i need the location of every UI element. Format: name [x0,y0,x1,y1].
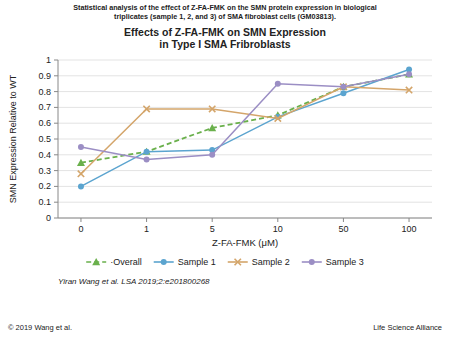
x-tick-label: 10 [273,224,283,234]
y-tick-label: 0.3 [38,166,51,176]
y-tick-label: 0.9 [38,71,51,81]
axes: 00.10.20.30.40.50.60.70.80.910151050100 [38,55,432,234]
legend-marker [92,258,100,265]
y-tick [54,91,58,92]
x-tick-label: 100 [402,224,417,234]
legend-label: Sample 3 [326,257,364,267]
legend-label: Sample 1 [178,257,216,267]
grid-line [58,123,432,124]
point [78,183,84,189]
grid-line [58,107,432,108]
y-tick-label: 0.6 [38,118,51,128]
x-tick [409,218,410,222]
x-tick [146,218,147,222]
point [209,106,215,112]
y-tick [54,139,58,140]
point [208,124,216,131]
point [405,70,413,77]
chart: Statistical analysis of the effect of Z-… [0,0,450,338]
y-tick [54,186,58,187]
legend: ·Overall Sample 1 Sample 2 Sample 3 [86,257,364,267]
title: Effects of Z-FA-FMK on SMN Expressionin … [124,26,326,50]
legend-item: Sample 3 [302,257,364,267]
legend-label: ·Overall [110,257,142,267]
line [81,74,409,159]
grid-line [58,170,432,171]
y-tick [54,154,58,155]
point [275,115,281,121]
y-tick-label: 0.4 [38,150,51,160]
point [406,71,412,77]
y-tick-label: 0.1 [38,197,51,207]
y-tick [54,202,58,203]
grid-line [58,186,432,187]
y-tick [54,75,58,76]
x-tick-label: 5 [210,224,215,234]
x-tick [80,218,81,222]
point [406,87,412,93]
series [77,70,413,166]
y-tick [54,60,58,61]
point [340,84,346,90]
point [77,159,85,166]
legend-marker [235,259,241,265]
series [78,66,412,189]
x-tick [277,218,278,222]
point [78,144,84,150]
point [209,152,215,158]
point [144,149,150,155]
legend-label: Sample 2 [252,257,290,267]
series [78,71,412,162]
plot-area [77,66,413,189]
y-tick-label: 0.5 [38,134,51,144]
point [275,81,281,87]
y-tick-label: 0.7 [38,102,51,112]
y-axis-line [58,60,59,218]
y-tick-label: 0.2 [38,181,51,191]
point [78,171,84,177]
point [340,90,346,96]
legend-item: Sample 1 [154,257,216,267]
x-tick-label: 0 [78,224,83,234]
grid-line [58,202,432,203]
x-tick-label: 50 [338,224,348,234]
legend-marker [161,259,167,265]
y-tick [54,107,58,108]
x-tick [343,218,344,222]
grid-line [58,154,432,155]
logo-text: Life Science Alliance [373,323,442,332]
y-tick-label: 1 [46,55,51,65]
grid-line [58,75,432,76]
y-tick-label: 0.8 [38,87,51,97]
grid-line [58,218,432,219]
point [339,83,347,90]
x-axis-label: Z-FA-FMK (μM) [212,237,278,248]
x-tick [212,218,213,222]
x-tick-label: 1 [144,224,149,234]
grid-line [58,139,432,140]
copyright: © 2019 Wang et al. [8,323,72,332]
line [81,87,409,174]
citation: Yiran Wang et al. LSA 2019;2:e201800268 [58,277,210,286]
subtitle: Statistical analysis of the effect of Z-… [73,3,377,21]
x-axis-line [58,218,432,219]
legend-item: ·Overall [86,257,142,267]
legend-marker [309,259,315,265]
legend-item: Sample 2 [228,257,290,267]
series [78,84,412,177]
y-tick-label: 0 [46,213,51,223]
y-tick [54,218,58,219]
grid-line [58,91,432,92]
point [144,157,150,163]
grid-line [58,60,432,61]
point [340,84,346,90]
point [143,106,149,112]
line [81,69,409,186]
y-tick [54,170,58,171]
y-axis-label: SMN Expression Relative to WT [8,74,18,203]
y-tick [54,123,58,124]
